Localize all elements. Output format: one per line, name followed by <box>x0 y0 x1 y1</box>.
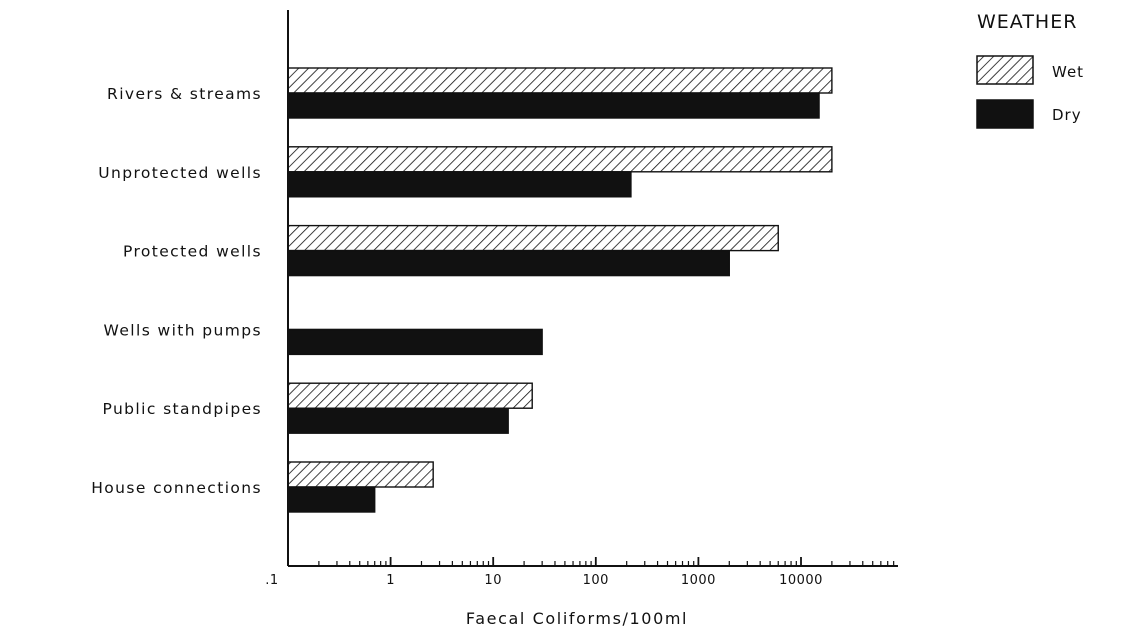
category-label: Protected wells <box>123 243 262 261</box>
category-label: Wells with pumps <box>104 321 262 339</box>
x-tick-label: 10 <box>484 573 502 588</box>
bar-wet-house-connections <box>287 461 434 488</box>
category-label: Rivers & streams <box>107 85 262 103</box>
legend-label-dry: Dry <box>1052 106 1082 124</box>
x-axis-title: Faecal Coliforms/100ml <box>466 609 688 628</box>
legend: WEATHER Wet Dry <box>976 11 1084 129</box>
category-label: Unprotected wells <box>98 164 262 182</box>
category-labels: Rivers & streams Unprotected wells Protect… <box>91 85 262 497</box>
legend-swatch-dry <box>976 99 1034 129</box>
bar-wet-unprotected-wells <box>287 146 833 173</box>
bar-dry-protected-wells <box>287 249 730 277</box>
bar-dry-wells-with-pumps <box>287 328 543 356</box>
legend-label-wet: Wet <box>1052 63 1084 81</box>
x-tick-label: .1 <box>265 573 278 588</box>
bar-wet-protected-wells <box>287 224 779 252</box>
x-tick-label: 10000 <box>779 573 823 588</box>
category-label: Public standpipes <box>102 400 262 418</box>
legend-swatch-wet <box>976 55 1034 85</box>
bar-dry-public-standpipes <box>287 407 509 434</box>
x-tick-label: 100 <box>583 573 609 588</box>
category-label: House connections <box>91 479 262 497</box>
x-axis-ticks <box>287 557 895 566</box>
x-axis-tick-labels: .1 1 10 100 1000 10000 <box>265 573 823 588</box>
bars-group <box>287 67 833 513</box>
bar-dry-unprotected-wells <box>287 171 632 198</box>
bar-wet-rivers-streams <box>287 67 833 94</box>
bar-wet-public-standpipes <box>287 382 533 409</box>
bar-dry-rivers-streams <box>287 92 820 119</box>
x-tick-label: 1 <box>386 573 395 588</box>
legend-title: WEATHER <box>977 11 1077 33</box>
x-tick-label: 1000 <box>681 573 716 588</box>
bar-dry-house-connections <box>287 486 376 513</box>
